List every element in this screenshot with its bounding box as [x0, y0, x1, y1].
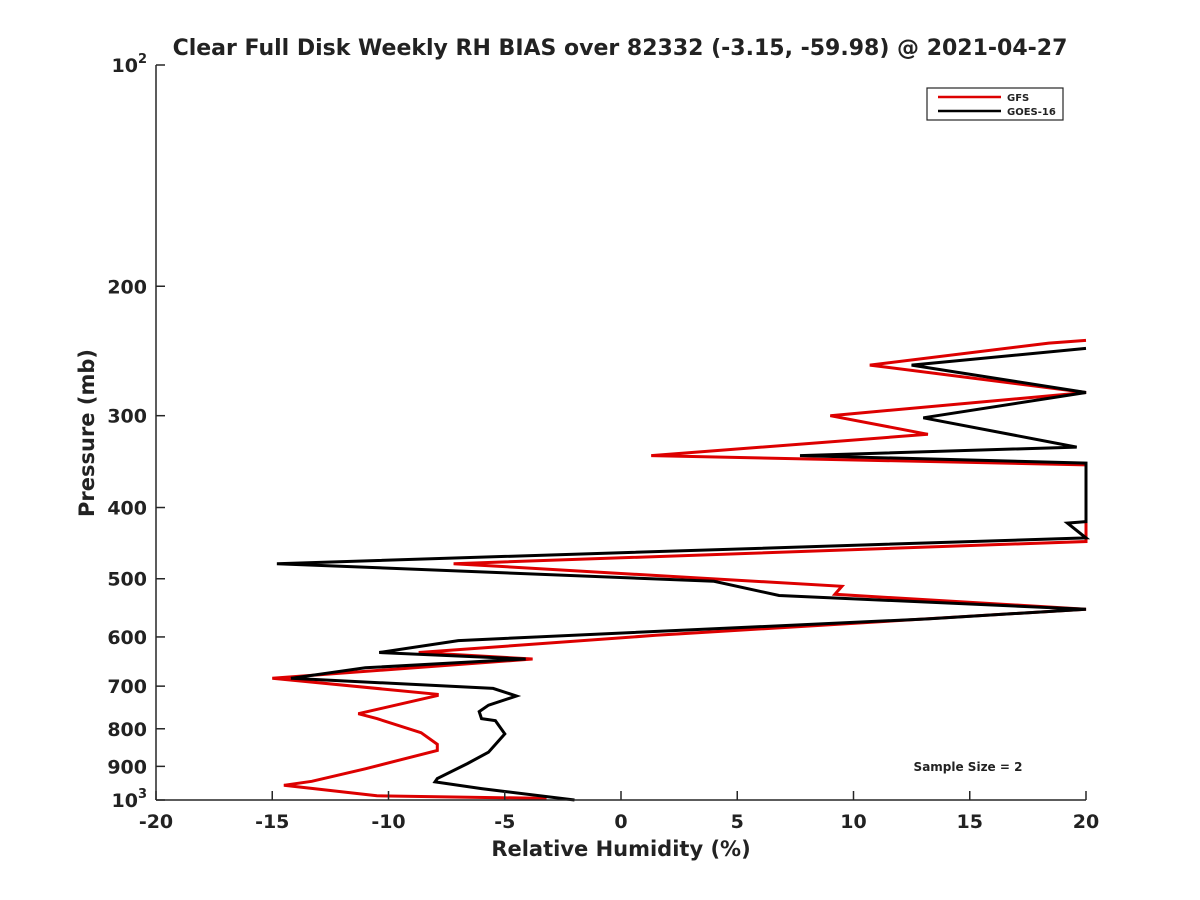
y-tick-label: 200	[107, 276, 147, 298]
sample-size-annotation: Sample Size = 2	[914, 760, 1023, 774]
x-tick-label: 0	[614, 811, 627, 833]
x-tick-label: -20	[139, 811, 173, 833]
x-axis-ticks: -20 -15 -10 -5 0 5 10 15 20	[139, 791, 1099, 833]
legend: GFS GOES-16	[926, 87, 1064, 121]
legend-label-gfs: GFS	[1007, 93, 1029, 104]
legend-label-goes-16: GOES-16	[1007, 107, 1056, 118]
y-axis-label: Pressure (mb)	[75, 349, 99, 517]
x-tick-label: 15	[957, 811, 983, 833]
series-line-goes-16	[276, 346, 1091, 802]
plot-area	[155, 65, 1091, 802]
y-tick-label: 900	[107, 756, 147, 778]
y-tick-label: 300	[107, 406, 147, 428]
legend-box	[926, 87, 1064, 121]
y-tick-label: 400	[107, 498, 147, 520]
y-tick-label: 500	[107, 569, 147, 591]
chart-title: Clear Full Disk Weekly RH BIAS over 8233…	[173, 36, 1068, 61]
y-tick-label: 600	[107, 627, 147, 649]
y-tick-label: 103	[112, 787, 148, 812]
x-tick-label: -5	[494, 811, 515, 833]
series-layer	[272, 338, 1091, 802]
x-axis-label: Relative Humidity (%)	[491, 837, 750, 861]
x-tick-label: 5	[731, 811, 744, 833]
series-line-gfs	[272, 338, 1088, 800]
plot-background	[156, 65, 1086, 800]
y-tick-label: 102	[112, 52, 148, 77]
y-axis-ticks: 102 200 300 400 500 600 700 800 900 103	[107, 52, 165, 812]
y-tick-label: 700	[107, 676, 147, 698]
y-tick-label: 800	[107, 719, 147, 741]
x-tick-label: -10	[371, 811, 405, 833]
x-tick-label: 20	[1073, 811, 1099, 833]
x-tick-label: 10	[840, 811, 866, 833]
x-tick-label: -15	[255, 811, 289, 833]
